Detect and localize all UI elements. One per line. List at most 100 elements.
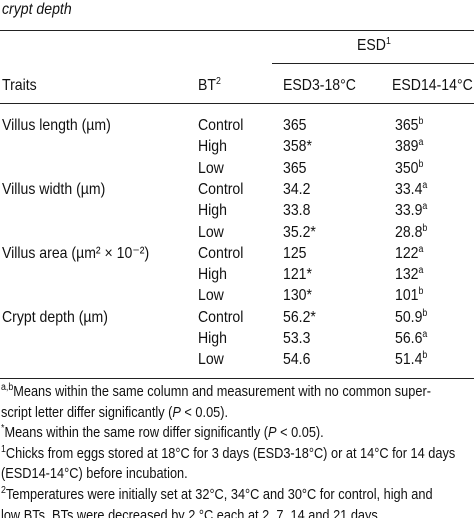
significance-letter: b: [422, 350, 428, 362]
footnote-text: < 0.05).: [180, 404, 229, 421]
header-cell: ESD3-18°C: [283, 77, 356, 94]
bt-cell: High: [198, 266, 227, 284]
footnote-text: Chicks from eggs stored at 18°C for 3 da…: [5, 445, 456, 462]
header-cell: BT2: [198, 77, 221, 95]
value-cell: 35.2*: [283, 223, 316, 241]
significance-letter: b: [418, 286, 424, 298]
value: 51.4: [395, 351, 423, 369]
bt-cell: Control: [198, 180, 244, 198]
value-cell: 101b: [395, 287, 423, 305]
value: 50.9: [395, 308, 423, 326]
value-cell: 122a: [395, 243, 424, 263]
footnote-line: 2Temperatures were initially set at 32°C…: [1, 486, 433, 504]
trait-cell: Villus length (µm): [2, 117, 111, 134]
value-cell: 33.8: [283, 202, 311, 220]
value-cell: 121*: [283, 266, 312, 284]
bt-cell: High: [198, 330, 227, 347]
significance-letter: a: [418, 137, 424, 149]
footnote-text: script letter differ significantly (: [1, 404, 173, 421]
group-header: ESD1: [357, 37, 391, 55]
footnote-line: 1Chicks from eggs stored at 18°C for 3 d…: [1, 443, 456, 463]
rule: [0, 103, 474, 104]
significance-letter: a: [422, 179, 428, 191]
value: 132: [395, 266, 419, 284]
rule: [0, 378, 474, 379]
bt-cell: Low: [198, 351, 224, 369]
bt-cell: Low: [198, 159, 224, 177]
footnote-line: low BTs. BTs were decreased by 2 °C each…: [1, 507, 381, 518]
bt-cell: Low: [198, 287, 224, 305]
value: 389: [395, 138, 419, 156]
significance-letter: a: [418, 265, 424, 277]
value-cell: 33.4a: [395, 179, 428, 199]
footnote-mark: a,b: [1, 382, 14, 393]
value-cell: 34.2: [283, 180, 311, 198]
value: 365: [395, 117, 419, 134]
footnote-italic: P: [268, 425, 277, 442]
significance-letter: a: [422, 201, 428, 213]
significance-letter: b: [422, 222, 428, 234]
value-cell: 28.8b: [395, 222, 428, 242]
footnote-mark: 1: [1, 443, 6, 455]
group-label: ESD: [357, 37, 386, 54]
footnote-text: low BTs. BTs were decreased by 2 °C each…: [1, 507, 382, 518]
value: 28.8: [395, 223, 423, 241]
footnote-line: a,bMeans within the same column and meas…: [1, 383, 431, 401]
value: 350: [395, 159, 419, 177]
bt-cell: Control: [198, 308, 244, 326]
footnote-mark: 2: [1, 485, 6, 496]
value-cell: 132a: [395, 266, 423, 284]
significance-letter: b: [418, 158, 424, 170]
value-cell: 350b: [395, 158, 424, 178]
value: 101: [395, 287, 419, 305]
header-cell: ESD14-14°C: [392, 77, 473, 94]
value: 56.6: [395, 330, 423, 347]
bt-cell: High: [198, 138, 227, 156]
footnote-ref: 1: [385, 36, 391, 47]
footnote-mark: *: [1, 423, 5, 435]
trait-cell: Villus area (µm² × 10⁻²): [2, 244, 150, 262]
bt-cell: Control: [198, 244, 244, 262]
significance-letter: b: [418, 116, 424, 127]
trait-cell: Crypt depth (µm): [2, 308, 108, 326]
significance-letter: a: [422, 329, 428, 340]
rule: [272, 63, 474, 64]
footnote-line: (ESD14-14°C) before incubation.: [1, 465, 188, 483]
footnote-text: Means within the same column and measure…: [13, 384, 431, 400]
value-cell: 130*: [283, 287, 312, 305]
footnote-text: (ESD14-14°C) before incubation.: [1, 466, 188, 483]
value: 33.9: [395, 202, 423, 220]
footnote-ref: 2: [215, 76, 221, 87]
footnote-text: < 0.05).: [276, 425, 324, 442]
value-cell: 54.6: [283, 351, 311, 369]
value-cell: 365b: [395, 117, 423, 135]
footnote-line: *Means within the same row differ signif…: [1, 424, 324, 442]
value-cell: 365: [283, 117, 307, 134]
significance-letter: b: [422, 307, 428, 319]
footnote-text: Means within the same row differ signifi…: [4, 425, 269, 442]
value-cell: 56.6a: [395, 330, 427, 348]
value-cell: 53.3: [283, 330, 311, 347]
bt-cell: High: [198, 202, 227, 220]
rule: [0, 30, 474, 31]
trait-cell: Villus width (µm): [2, 180, 106, 198]
footnote-line: script letter differ significantly (P < …: [1, 404, 228, 422]
value: 122: [395, 244, 419, 262]
significance-letter: a: [418, 243, 424, 255]
caption: crypt depth: [2, 1, 72, 18]
value-cell: 33.9a: [395, 202, 427, 220]
header-label: BT: [198, 77, 216, 94]
value-cell: 51.4b: [395, 351, 427, 369]
bt-cell: Low: [198, 223, 224, 241]
value-cell: 50.9b: [395, 307, 428, 327]
header-cell: Traits: [2, 77, 37, 94]
value-cell: 389a: [395, 138, 423, 156]
footnote-italic: P: [172, 404, 181, 421]
value-cell: 365: [283, 159, 307, 177]
value-cell: 125: [283, 244, 307, 262]
value-cell: 56.2*: [283, 308, 316, 326]
footnote-text: Temperatures were initially set at 32°C,…: [5, 487, 433, 503]
value: 33.4: [395, 180, 423, 198]
bt-cell: Control: [198, 117, 244, 134]
